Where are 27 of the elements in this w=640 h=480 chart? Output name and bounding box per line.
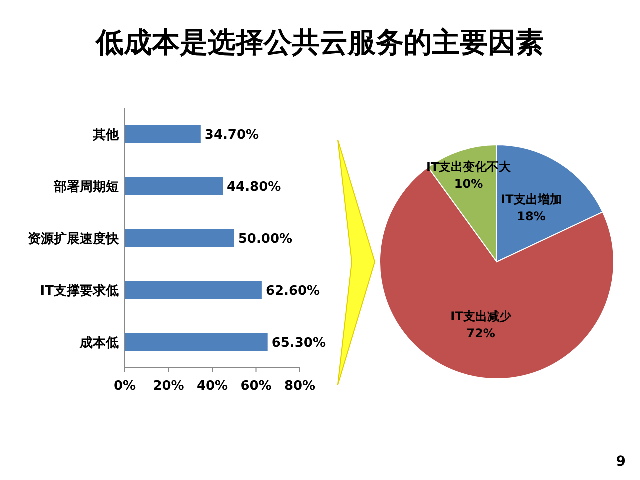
x-tick-label: 60% — [240, 379, 272, 394]
slice-label: IT支出减少 — [450, 309, 512, 324]
y-tick-label: 资源扩展速度快 — [28, 231, 120, 247]
x-tick-label: 20% — [153, 379, 184, 394]
bar — [125, 229, 234, 247]
data-label: 34.70% — [204, 128, 260, 143]
x-tick-label: 40% — [196, 379, 228, 394]
data-label: 62.60% — [266, 284, 320, 299]
data-label: 10% — [454, 177, 484, 192]
bar — [125, 125, 201, 143]
data-label: 65.30% — [272, 336, 326, 351]
data-label: 50.00% — [238, 232, 293, 247]
x-tick-label: 80% — [284, 379, 316, 394]
bar — [125, 281, 262, 299]
data-label: 18% — [517, 210, 546, 224]
data-label: 44.80% — [227, 180, 282, 195]
y-tick-label: 其他 — [92, 128, 120, 143]
x-tick-label: 0% — [114, 379, 136, 394]
text: 9 — [616, 454, 626, 470]
y-tick-label: IT支撑要求低 — [40, 283, 119, 299]
bar — [125, 333, 268, 351]
y-tick-label: 部署周期短 — [53, 179, 119, 195]
chart-title: 低成本是选择公共云服务的主要因素 — [95, 26, 544, 59]
y-tick-label: 成本低 — [79, 336, 119, 351]
data-label: 72% — [466, 326, 496, 340]
bar — [125, 177, 223, 195]
slice-label: IT支出增加 — [501, 192, 562, 207]
